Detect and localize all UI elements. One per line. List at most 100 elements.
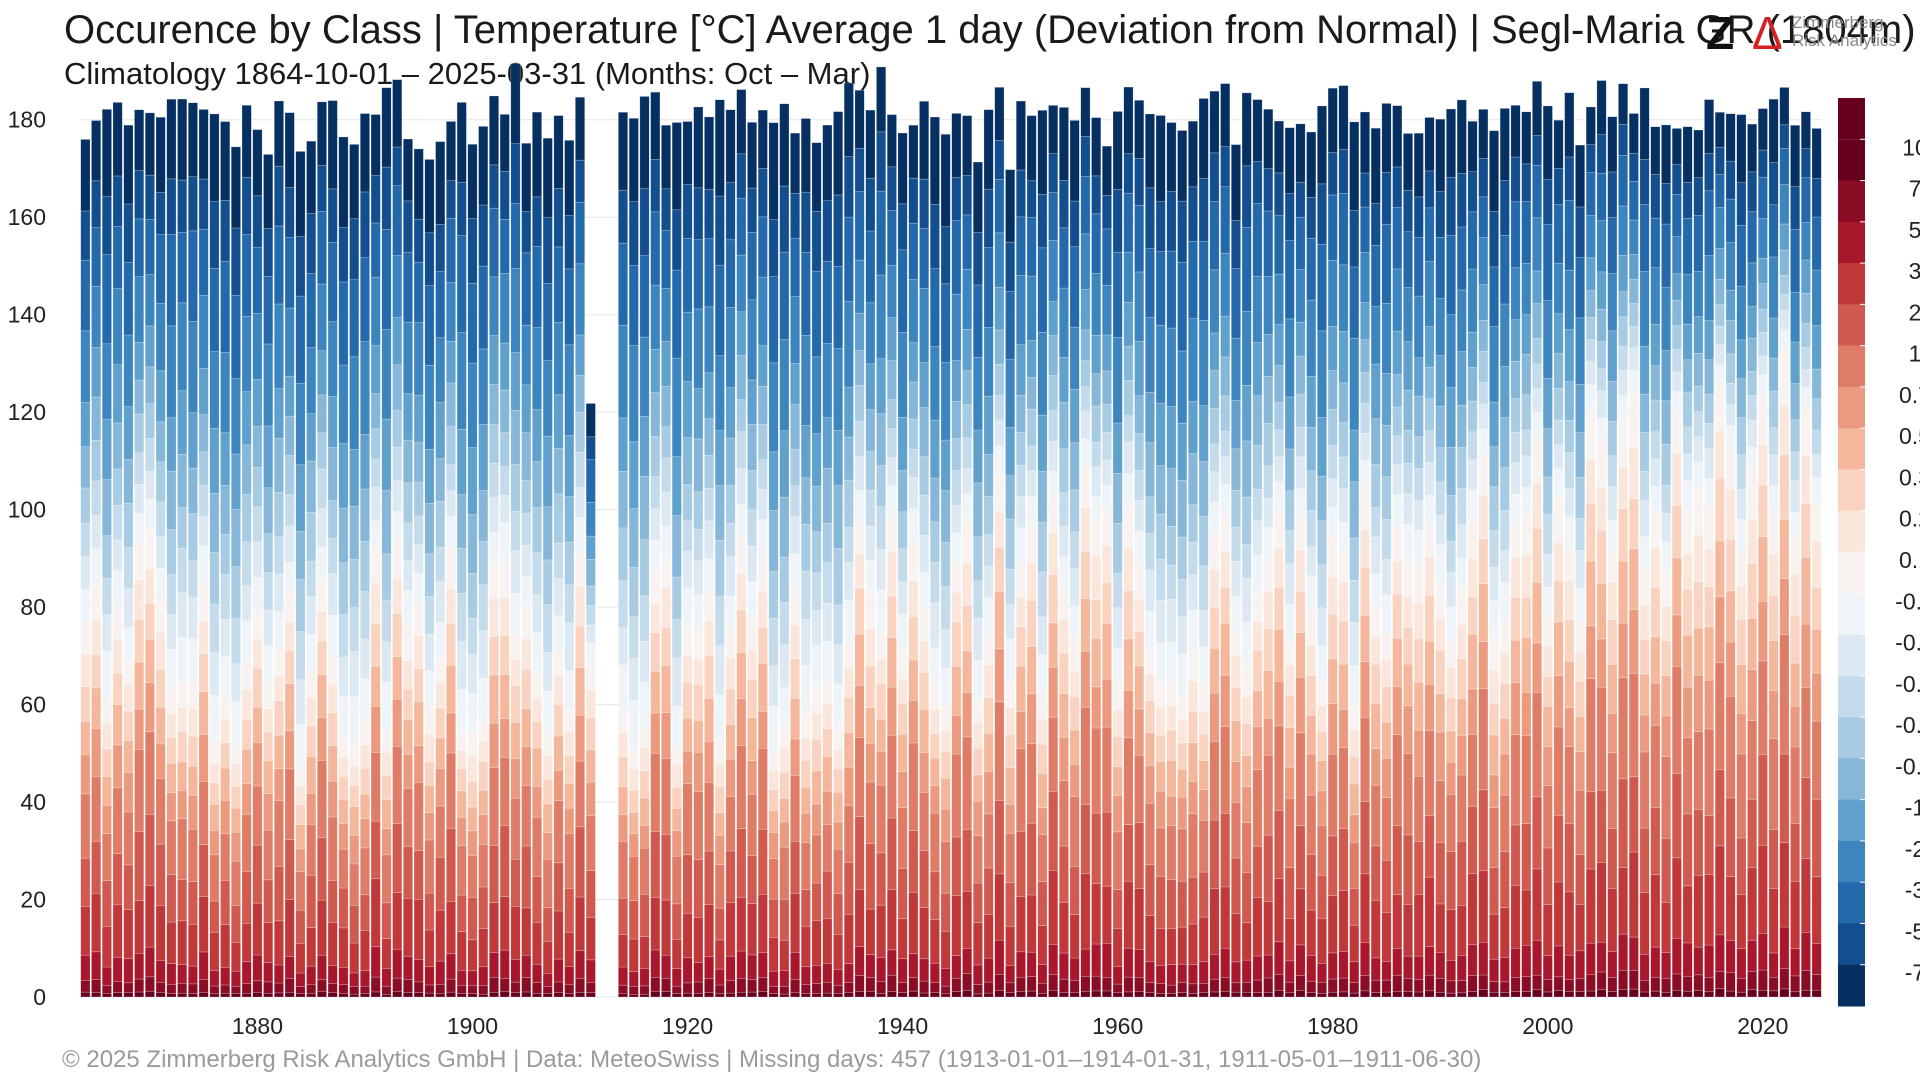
bar-segment: [241, 444, 252, 495]
bar-segment: [1693, 271, 1704, 317]
bar-segment: [123, 503, 134, 548]
bar-segment: [446, 953, 456, 980]
bar-segment: [80, 991, 91, 998]
bar-segment: [1058, 556, 1069, 590]
bar-segment: [166, 98, 177, 180]
bar-segment: [349, 651, 360, 697]
bar-segment: [704, 488, 714, 522]
bar-segment: [1714, 325, 1725, 346]
bar-segment: [962, 175, 973, 216]
bar-segment: [671, 705, 682, 746]
bar-segment: [177, 818, 188, 880]
bar-segment: [1403, 627, 1413, 665]
bar-segment: [144, 602, 155, 640]
bar-segment: [1080, 948, 1091, 977]
bar-segment: [284, 591, 295, 622]
bar-segment: [983, 697, 994, 734]
bar-segment: [1661, 952, 1672, 979]
bar-segment: [1026, 445, 1037, 471]
bar-segment: [252, 706, 263, 743]
bar-segment: [1327, 535, 1338, 577]
bar-segment: [908, 342, 919, 383]
bar-segment: [1026, 408, 1037, 447]
bar-segment: [338, 823, 349, 850]
bar-segment: [435, 501, 446, 548]
bar-segment: [403, 754, 413, 789]
bar-segment: [413, 899, 424, 960]
bar-segment: [1360, 975, 1370, 992]
bar-segment: [962, 948, 973, 974]
bar-segment: [403, 252, 413, 323]
bar-segment: [1650, 486, 1661, 512]
bar-segment: [1661, 484, 1672, 514]
bar-segment: [295, 679, 306, 725]
bar-segment: [747, 717, 757, 762]
bar-segment: [1607, 455, 1618, 487]
bar-segment: [1521, 263, 1532, 315]
bar-segment: [1101, 623, 1112, 680]
bar-segment: [757, 893, 768, 954]
bar-segment: [360, 433, 370, 490]
bar-segment: [1467, 459, 1478, 490]
company-logo: Z Δ Zimmerberg Risk Analytics: [1706, 6, 1916, 60]
bar-segment: [940, 134, 951, 228]
bar-segment: [897, 771, 908, 808]
bar-segment: [779, 772, 790, 799]
bar-segment: [306, 927, 317, 967]
bar-segment: [80, 555, 91, 590]
bar-segment: [1542, 746, 1553, 786]
bar-segment: [1714, 769, 1725, 847]
bar-segment: [532, 196, 542, 247]
bar-segment: [1177, 719, 1188, 744]
bar-segment: [876, 957, 887, 982]
bar-segment: [951, 991, 962, 998]
bar-segment: [843, 992, 854, 998]
bar-segment: [360, 720, 370, 746]
bar-segment: [1596, 529, 1607, 584]
bar-segment: [1456, 658, 1467, 699]
bar-segment: [1274, 725, 1284, 811]
bar-segment: [1499, 981, 1510, 993]
bar-segment: [1607, 550, 1618, 583]
bar-segment: [338, 757, 349, 777]
bar-segment: [1435, 780, 1446, 843]
bar-segment: [854, 90, 865, 149]
bar-segment: [1618, 560, 1628, 624]
bar-segment: [1575, 476, 1585, 519]
bar-segment: [1198, 710, 1209, 735]
bar-segment: [123, 958, 134, 984]
bar-segment: [349, 942, 360, 974]
bar-segment: [241, 783, 252, 815]
bar-segment: [1327, 613, 1338, 659]
bar-segment: [1413, 357, 1424, 397]
bar-segment: [478, 740, 489, 762]
bar-segment: [1306, 909, 1317, 956]
bar-segment: [908, 508, 919, 543]
bar-segment: [263, 879, 274, 923]
bar-segment: [1306, 131, 1317, 198]
bar-segment: [575, 201, 585, 265]
bar-segment: [1026, 217, 1037, 277]
bar-segment: [1134, 665, 1145, 710]
bar-segment: [1532, 482, 1542, 529]
bar-segment: [187, 638, 198, 683]
bar-segment: [424, 761, 435, 786]
bar-segment: [510, 464, 521, 512]
bar-segment: [166, 820, 177, 875]
bar-segment: [768, 571, 779, 619]
bar-segment: [822, 343, 833, 419]
bar-segment: [1747, 720, 1758, 800]
bar-segment: [220, 656, 231, 699]
bar-segment: [553, 615, 564, 653]
bar-segment: [575, 760, 585, 828]
bar-segment: [747, 232, 757, 301]
bar-segment: [618, 627, 628, 666]
bar-segment: [510, 410, 521, 465]
bar-segment: [144, 274, 155, 327]
bar-segment: [693, 560, 704, 595]
bar-segment: [1542, 645, 1553, 677]
bar-segment: [1736, 417, 1747, 455]
bar-segment: [1682, 885, 1693, 944]
bar-segment: [661, 758, 671, 835]
bar-segment: [209, 985, 220, 995]
